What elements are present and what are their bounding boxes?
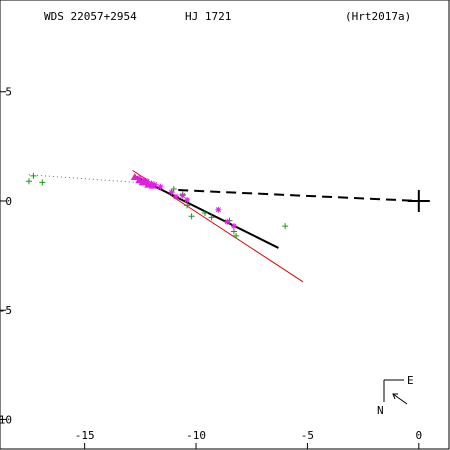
- motion-arrow-head: [392, 393, 398, 400]
- magenta-star-point: [144, 178, 151, 185]
- magenta-star-point: [172, 193, 179, 200]
- magenta-star-point: [184, 196, 191, 203]
- y-tick-label: 5: [5, 86, 12, 99]
- header-right: (Hrt2017a): [345, 10, 411, 23]
- green-plus-point: [201, 209, 208, 216]
- axes-ticks: -15 -10 -5 0 5 0 -5 -10: [0, 86, 422, 449]
- magenta-star-point: [136, 175, 143, 182]
- green-plus-point: [39, 179, 46, 186]
- motion-arrow-shaft: [392, 393, 408, 405]
- compass-north-label: N: [377, 404, 384, 417]
- magenta-star-point: [215, 206, 222, 213]
- green-plus-point: [25, 178, 32, 185]
- green-plus-point: [230, 228, 237, 235]
- green-plus-point: [282, 223, 289, 230]
- x-tick-label: -5: [301, 429, 314, 442]
- magenta-star-point: [157, 183, 164, 190]
- green-plus-point: [188, 213, 195, 220]
- magenta-star-point: [151, 181, 158, 188]
- magenta-star-point: [179, 192, 186, 199]
- green-plus-point: [233, 232, 240, 239]
- green-plus-point: [170, 185, 177, 192]
- magenta-star-point: [230, 223, 237, 230]
- x-tick-label: 0: [415, 429, 422, 442]
- compass-east-label: E: [407, 374, 414, 387]
- magenta-star-point: [140, 177, 147, 184]
- green-plus-point: [208, 214, 215, 221]
- magenta-triangle-point: [144, 180, 153, 188]
- y-tick-label: 0: [5, 195, 12, 208]
- y-tick-label: -5: [0, 304, 12, 317]
- fit-lines: [28, 169, 430, 283]
- x-tick-label: -15: [75, 429, 95, 442]
- header-center: HJ 1721: [185, 10, 231, 23]
- magenta-star-point: [224, 218, 231, 225]
- green-plus-point: [184, 202, 191, 209]
- x-tick-label: -10: [186, 429, 206, 442]
- y-tick-label: -10: [0, 413, 12, 426]
- black-solid-line: [133, 174, 279, 249]
- green-dotted-line: [28, 174, 152, 184]
- observations: [25, 172, 289, 239]
- compass: E N: [377, 374, 414, 417]
- black-dashed-line: [178, 189, 419, 202]
- magenta-star-point: [148, 180, 155, 187]
- green-plus-point: [30, 172, 37, 179]
- header-left: WDS 22057+2954: [44, 10, 137, 23]
- magenta-star-point: [168, 189, 175, 196]
